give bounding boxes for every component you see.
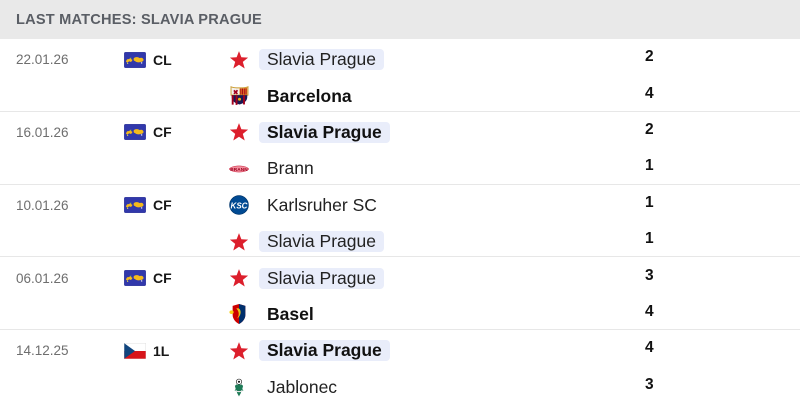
svg-text:KSC: KSC	[231, 202, 248, 211]
svg-text:BRANN: BRANN	[230, 167, 248, 173]
